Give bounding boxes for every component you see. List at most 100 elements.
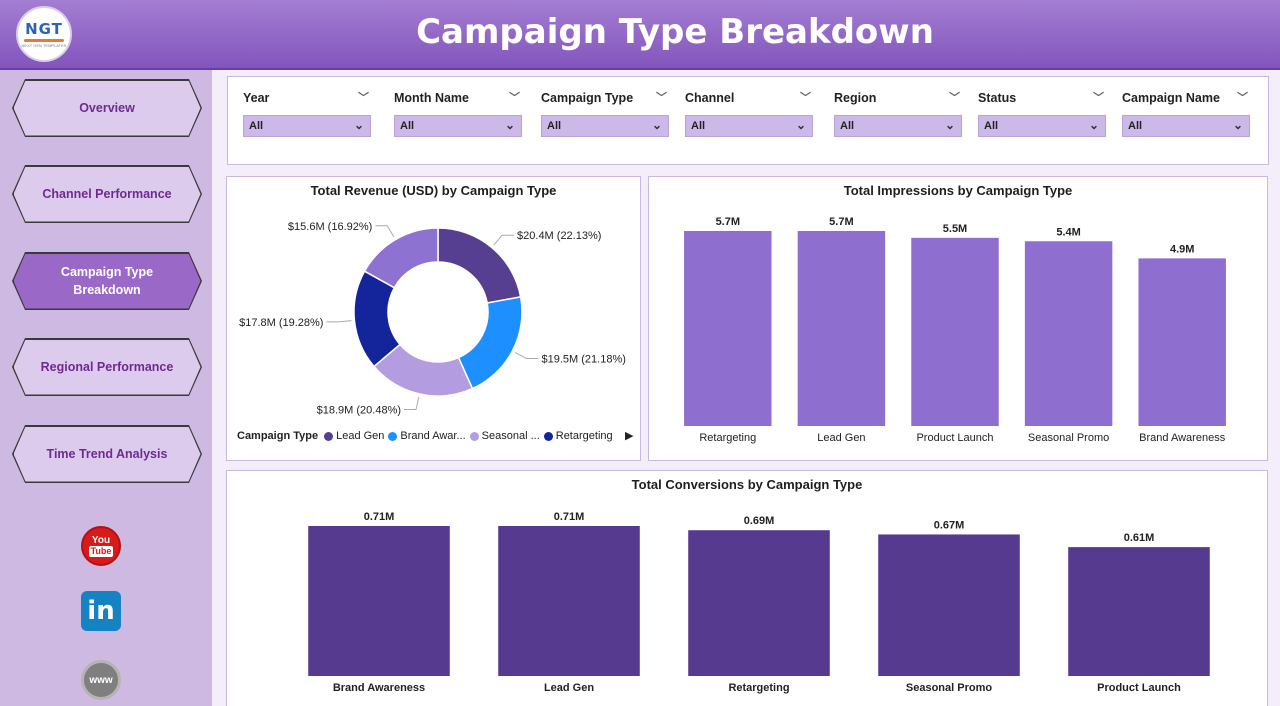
filter-label-wrap: Status ﹀: [978, 91, 1106, 111]
youtube-text-top: You: [91, 535, 111, 546]
filter-campaign-name: Campaign Name ﹀ All ⌄: [1122, 91, 1250, 137]
filter-label: Month Name: [394, 91, 469, 105]
nav-time-trend-analysis-button[interactable]: Time Trend Analysis: [12, 425, 202, 483]
dropdown-value: All: [1128, 120, 1143, 132]
chart-title: Total Impressions by Campaign Type: [843, 183, 1073, 198]
bar[interactable]: [308, 526, 450, 676]
leader-line: [493, 234, 515, 246]
leader-line: [375, 225, 395, 238]
chart-legend: Campaign Type Lead Gen Brand Awar... Sea…: [237, 430, 633, 442]
legend-item[interactable]: Lead Gen: [324, 430, 384, 442]
bar[interactable]: [1068, 547, 1210, 676]
leader-line: [514, 352, 539, 360]
chevron-down-icon[interactable]: ﹀: [800, 92, 811, 104]
chevron-down-icon: ⌄: [353, 118, 364, 132]
filter-label-wrap: Region ﹀: [834, 91, 962, 111]
region-dropdown[interactable]: All ⌄: [834, 115, 962, 137]
dropdown-value: All: [249, 120, 264, 132]
category-tick-label: Lead Gen: [544, 682, 594, 694]
nav-channel-performance-button[interactable]: Channel Performance: [12, 165, 202, 223]
category-tick-label: Brand Awareness: [1139, 432, 1226, 444]
bar[interactable]: [797, 231, 886, 426]
youtube-text-bottom: Tube: [88, 546, 114, 557]
sidebar: Overview Channel Performance Campaign Ty…: [0, 70, 212, 706]
bar[interactable]: [1138, 258, 1226, 426]
nav-label: Regional Performance: [14, 340, 201, 395]
slice-data-label: $17.8M (19.28%): [239, 317, 323, 329]
category-tick-label: Product Launch: [1097, 682, 1181, 694]
slice-data-label: $15.6M (16.92%): [288, 221, 372, 233]
campaign-name-dropdown[interactable]: All ⌄: [1122, 115, 1250, 137]
bar-data-label: 0.67M: [934, 519, 965, 531]
year-dropdown[interactable]: All ⌄: [243, 115, 371, 137]
legend-item[interactable]: Retargeting: [543, 430, 613, 442]
dropdown-value: All: [691, 120, 706, 132]
header-bar: NGT NEXT GEN TEMPLATES Campaign Type Bre…: [0, 0, 1280, 70]
month-name-dropdown[interactable]: All ⌄: [394, 115, 522, 137]
chevron-down-icon[interactable]: ﹀: [358, 92, 369, 104]
leader-line: [404, 396, 420, 411]
bar[interactable]: [911, 237, 999, 426]
bar[interactable]: [878, 534, 1020, 676]
nav-label: Time Trend Analysis: [14, 427, 201, 482]
bar[interactable]: [498, 526, 640, 676]
donut-slice[interactable]: [363, 227, 439, 289]
linkedin-icon[interactable]: in: [81, 591, 121, 631]
bar[interactable]: [684, 231, 772, 426]
donut-slice[interactable]: [437, 227, 522, 304]
slice-data-label: $18.9M (20.48%): [317, 405, 401, 417]
chevron-down-icon: ⌄: [651, 118, 662, 132]
chevron-down-icon[interactable]: ﹀: [949, 92, 960, 104]
chart-title: Total Revenue (USD) by Campaign Type: [310, 183, 557, 198]
legend-label: Brand Awar...: [400, 430, 466, 442]
chevron-down-icon: ⌄: [1088, 118, 1099, 132]
slice-data-label: $19.5M (21.18%): [542, 354, 626, 366]
bar-data-label: 5.4M: [1056, 226, 1080, 238]
nav-regional-performance-button[interactable]: Regional Performance: [12, 338, 202, 396]
legend-item[interactable]: Seasonal ...: [469, 430, 540, 442]
bar[interactable]: [1024, 241, 1113, 426]
nav-overview-button[interactable]: Overview: [12, 79, 202, 137]
filter-label-wrap: Campaign Type ﹀: [541, 91, 669, 111]
nav-label: Campaign Type Breakdown: [14, 254, 201, 309]
filter-label: Region: [834, 91, 877, 105]
channel-dropdown[interactable]: All ⌄: [685, 115, 813, 137]
category-tick-label: Brand Awareness: [333, 682, 425, 694]
filter-label: Year: [243, 91, 270, 105]
legend-next-arrow-icon[interactable]: ▶: [625, 430, 634, 442]
website-icon[interactable]: www: [81, 660, 121, 700]
conversions-bar-panel: Total Conversions by Campaign Type 0.71M…: [226, 470, 1268, 706]
legend-label: Lead Gen: [336, 430, 385, 442]
filter-campaign-type: Campaign Type ﹀ All ⌄: [541, 91, 669, 137]
conversions-bar-chart: 0.71M Brand Awareness 0.71M Lead Gen 0.69M Re…: [308, 511, 1210, 694]
bar-data-label: 5.7M: [829, 216, 853, 228]
campaign-type-dropdown[interactable]: All ⌄: [541, 115, 669, 137]
donut-slice[interactable]: [457, 296, 523, 390]
bar[interactable]: [688, 530, 830, 676]
chevron-down-icon[interactable]: ﹀: [509, 92, 520, 104]
chevron-down-icon[interactable]: ﹀: [1237, 92, 1248, 104]
slice-data-label: $20.4M (22.13%): [517, 230, 601, 242]
filter-year: Year ﹀ All ⌄: [243, 91, 371, 137]
company-logo: NGT NEXT GEN TEMPLATES: [16, 6, 72, 62]
page-title: Campaign Type Breakdown: [416, 12, 934, 52]
legend-item[interactable]: Brand Awar...: [388, 430, 466, 442]
legend-swatch: [388, 431, 398, 441]
nav-label: Channel Performance: [14, 167, 201, 222]
legend-label: Seasonal ...: [481, 430, 540, 442]
filter-label: Channel: [685, 91, 735, 105]
status-dropdown[interactable]: All ⌄: [978, 115, 1106, 137]
bar-data-label: 5.7M: [716, 216, 740, 228]
legend-label: Retargeting: [555, 430, 613, 442]
youtube-icon[interactable]: You Tube: [81, 526, 121, 566]
filter-label-wrap: Campaign Name ﹀: [1122, 91, 1250, 111]
bar-data-label: 0.71M: [554, 511, 585, 523]
chevron-down-icon[interactable]: ﹀: [656, 92, 667, 104]
chevron-down-icon: ⌄: [795, 118, 806, 132]
nav-campaign-type-breakdown-button[interactable]: Campaign Type Breakdown: [12, 252, 202, 310]
nav-label: Overview: [14, 81, 201, 136]
chevron-down-icon[interactable]: ﹀: [1093, 92, 1104, 104]
legend-swatch: [324, 431, 334, 441]
impressions-bar-panel: Total Impressions by Campaign Type 5.7M R…: [648, 176, 1268, 461]
legend-title: Campaign Type: [237, 430, 319, 442]
